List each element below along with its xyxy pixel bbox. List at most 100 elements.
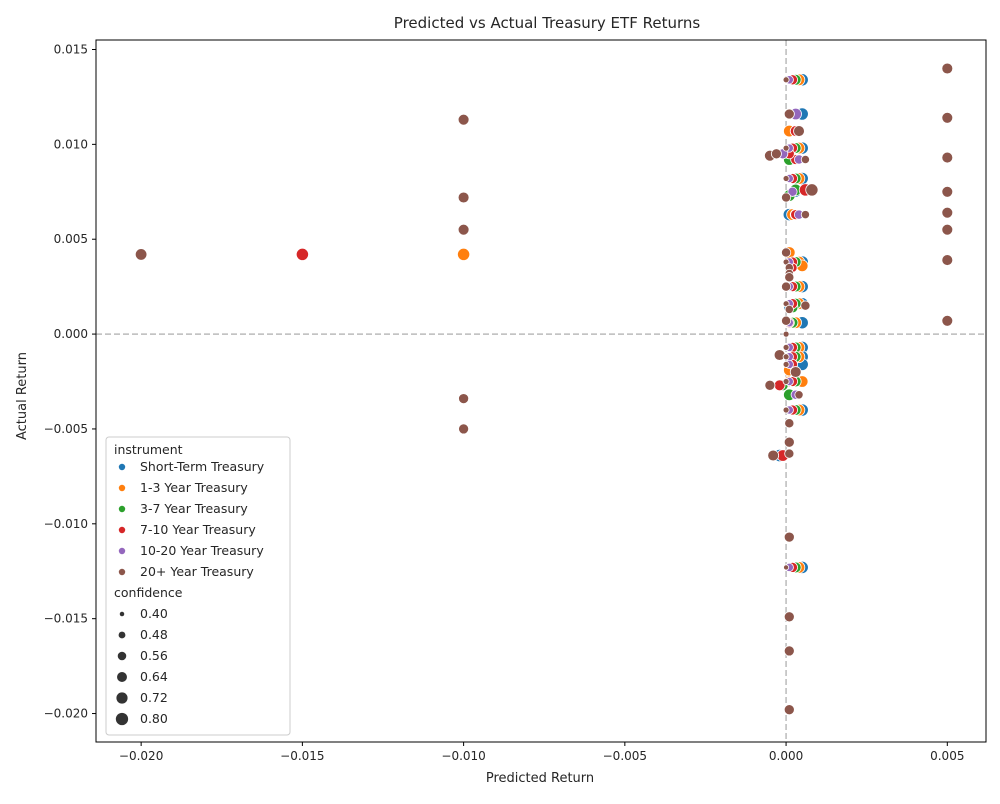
- legend-marker: [118, 568, 126, 576]
- legend-marker: [118, 526, 126, 534]
- data-point: [458, 423, 470, 435]
- data-point: [781, 192, 792, 203]
- data-point: [941, 223, 954, 236]
- data-point: [783, 611, 795, 623]
- data-point: [783, 531, 795, 543]
- legend-marker: [118, 547, 126, 555]
- legend-entry: 3-7 Year Treasury: [140, 501, 248, 516]
- data-point: [770, 148, 782, 160]
- data-point: [767, 449, 780, 462]
- legend-size-label: 0.80: [140, 711, 168, 726]
- y-tick-label: 0.005: [54, 232, 88, 246]
- data-point: [781, 247, 792, 258]
- x-tick-label: −0.015: [280, 749, 324, 763]
- data-point: [783, 108, 795, 120]
- data-point: [787, 186, 798, 197]
- data-point: [783, 645, 795, 657]
- data-point: [134, 248, 148, 261]
- data-point: [782, 343, 790, 351]
- legend-marker: [118, 463, 126, 471]
- data-point: [457, 247, 471, 261]
- legend-entry: 20+ Year Treasury: [140, 564, 254, 579]
- data-point: [457, 191, 470, 204]
- legend: instrument Short-Term Treasury 1-3 Year Tr…: [105, 436, 291, 736]
- data-point: [941, 185, 954, 198]
- legend-entry: Short-Term Treasury: [140, 459, 265, 474]
- y-axis-label: Actual Return: [15, 352, 30, 440]
- data-point: [941, 151, 954, 164]
- data-point: [782, 378, 790, 385]
- data-point: [800, 154, 810, 165]
- y-tick-label: 0.010: [54, 137, 88, 151]
- legend-size-label: 0.64: [140, 669, 168, 684]
- data-point: [805, 183, 819, 197]
- plot-frame: [95, 39, 987, 743]
- data-point: [784, 418, 795, 429]
- data-point: [295, 247, 309, 261]
- legend-size-marker: [115, 712, 129, 726]
- y-tick-label: 0.015: [54, 42, 88, 56]
- legend-size-label: 0.48: [140, 627, 168, 642]
- legend-size-label: 0.40: [140, 606, 168, 621]
- legend-hue-title: instrument: [114, 442, 183, 457]
- legend-marker: [118, 484, 126, 492]
- legend-size-marker: [119, 611, 125, 617]
- x-tick-label: −0.010: [441, 749, 485, 763]
- y-tick-label: −0.005: [44, 422, 88, 436]
- data-point: [457, 113, 470, 126]
- legend-size-marker: [117, 651, 127, 661]
- y-tick-label: 0.000: [54, 327, 88, 341]
- data-point: [783, 436, 795, 448]
- legend-size-marker: [118, 631, 126, 639]
- x-tick-label: −0.020: [119, 749, 163, 763]
- data-point: [789, 366, 802, 378]
- data-point: [941, 314, 954, 327]
- data-point: [783, 704, 795, 716]
- data-point: [782, 76, 790, 84]
- data-point: [781, 281, 792, 292]
- data-point: [782, 330, 790, 338]
- data-point: [784, 304, 794, 314]
- legend-box: [105, 436, 291, 736]
- data-point: [793, 125, 805, 137]
- series-20-year-treasury: [134, 62, 954, 716]
- data-point: [782, 360, 790, 368]
- chart-title: Predicted vs Actual Treasury ETF Returns: [394, 14, 701, 32]
- data-point: [784, 448, 795, 459]
- data-point: [800, 210, 810, 220]
- data-point: [458, 393, 470, 405]
- x-tick-label: 0.000: [769, 749, 803, 763]
- data-point: [800, 300, 811, 311]
- legend-entry: 7-10 Year Treasury: [140, 522, 256, 537]
- legend-size-label: 0.72: [140, 690, 168, 705]
- data-point: [941, 206, 954, 219]
- legend-entry: 1-3 Year Treasury: [140, 480, 248, 495]
- data-point: [782, 353, 790, 361]
- data-point: [782, 144, 790, 152]
- data-point: [783, 564, 790, 571]
- data-point: [941, 111, 954, 124]
- data-point: [457, 223, 470, 236]
- x-axis-label: Predicted Return: [486, 771, 594, 786]
- y-tick-label: −0.015: [44, 612, 88, 626]
- legend-size-title: confidence: [114, 585, 183, 600]
- data-point: [782, 406, 790, 414]
- y-tick-label: −0.010: [44, 517, 88, 531]
- data-point: [784, 272, 795, 283]
- data-point: [781, 315, 792, 326]
- legend-size-marker: [116, 692, 128, 704]
- plot-area: −0.020 −0.015 −0.010 −0.005 0.000 0.005 −0.020…: [44, 39, 987, 763]
- y-tick-label: −0.020: [44, 707, 88, 721]
- data-point: [782, 175, 790, 182]
- legend-entry: 10-20 Year Treasury: [140, 543, 264, 558]
- data-point: [794, 390, 804, 400]
- data-point: [764, 379, 776, 391]
- legend-size-label: 0.56: [140, 648, 168, 663]
- data-point: [941, 254, 954, 266]
- legend-size-marker: [117, 672, 127, 682]
- data-point: [941, 62, 954, 75]
- legend-marker: [118, 505, 126, 513]
- x-tick-label: 0.005: [930, 749, 964, 763]
